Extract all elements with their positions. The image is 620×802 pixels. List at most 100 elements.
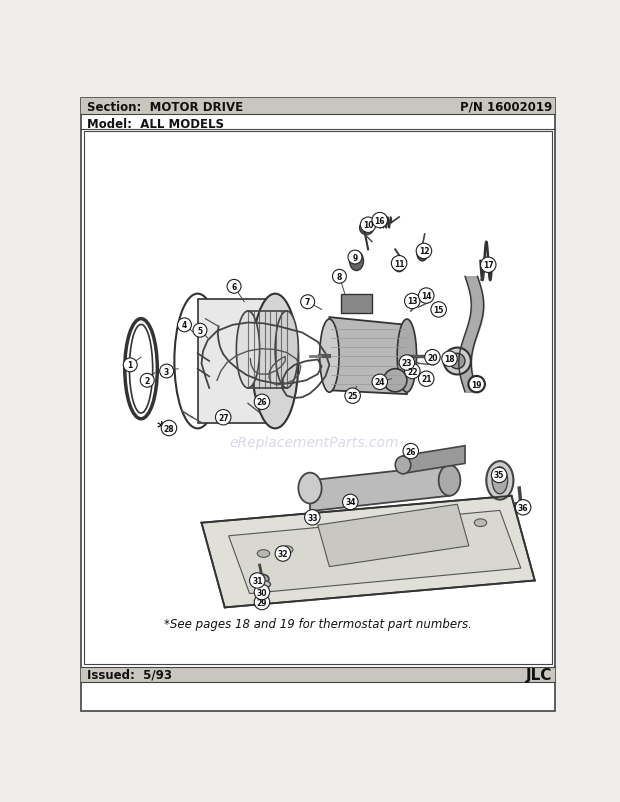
Text: 15: 15 xyxy=(433,306,444,314)
Text: 11: 11 xyxy=(394,259,404,269)
Circle shape xyxy=(348,251,362,265)
Circle shape xyxy=(404,294,420,310)
Circle shape xyxy=(140,374,154,387)
Bar xyxy=(341,294,372,314)
Circle shape xyxy=(254,594,270,610)
Text: 6: 6 xyxy=(231,282,237,291)
Circle shape xyxy=(301,295,315,310)
Text: 14: 14 xyxy=(421,292,432,301)
Ellipse shape xyxy=(254,581,270,589)
Circle shape xyxy=(469,377,484,392)
Circle shape xyxy=(160,365,174,379)
Polygon shape xyxy=(329,318,407,395)
Polygon shape xyxy=(229,511,521,593)
Text: 22: 22 xyxy=(407,367,417,376)
Circle shape xyxy=(418,371,434,387)
Text: 17: 17 xyxy=(483,261,494,270)
Circle shape xyxy=(425,350,440,366)
Ellipse shape xyxy=(397,320,417,393)
Text: 13: 13 xyxy=(407,297,417,306)
Text: 9: 9 xyxy=(352,253,358,262)
Circle shape xyxy=(480,257,496,273)
Text: Section:  MOTOR DRIVE: Section: MOTOR DRIVE xyxy=(87,100,243,114)
Text: 1: 1 xyxy=(128,361,133,370)
Circle shape xyxy=(342,495,358,510)
Text: 35: 35 xyxy=(494,471,504,480)
Text: 21: 21 xyxy=(421,375,432,383)
Text: P/N 16002019: P/N 16002019 xyxy=(459,100,552,114)
Text: 3: 3 xyxy=(164,367,169,376)
Ellipse shape xyxy=(444,348,471,375)
Circle shape xyxy=(403,444,418,460)
Ellipse shape xyxy=(255,574,269,584)
Circle shape xyxy=(161,421,177,436)
Circle shape xyxy=(177,318,192,332)
Circle shape xyxy=(372,375,388,390)
Text: 33: 33 xyxy=(307,513,317,522)
Circle shape xyxy=(193,324,207,338)
Ellipse shape xyxy=(280,546,293,554)
Text: 5: 5 xyxy=(197,326,203,335)
Circle shape xyxy=(418,289,434,304)
Text: 27: 27 xyxy=(218,413,229,422)
Text: 16: 16 xyxy=(374,217,385,225)
Ellipse shape xyxy=(417,246,428,261)
Circle shape xyxy=(416,244,432,259)
Ellipse shape xyxy=(474,519,487,527)
Ellipse shape xyxy=(486,461,513,500)
Ellipse shape xyxy=(393,258,405,273)
Text: Model:  ALL MODELS: Model: ALL MODELS xyxy=(87,117,224,131)
Circle shape xyxy=(254,395,270,410)
Circle shape xyxy=(227,280,241,294)
Circle shape xyxy=(431,302,446,318)
Circle shape xyxy=(345,388,360,404)
Circle shape xyxy=(491,468,507,483)
Text: 36: 36 xyxy=(518,503,528,512)
Text: *See pages 18 and 19 for thermostat part numbers.: *See pages 18 and 19 for thermostat part… xyxy=(164,618,472,630)
Ellipse shape xyxy=(468,376,485,393)
Text: JLC: JLC xyxy=(525,667,552,682)
Circle shape xyxy=(304,510,320,525)
Circle shape xyxy=(216,410,231,425)
Ellipse shape xyxy=(257,550,270,557)
Ellipse shape xyxy=(396,456,410,474)
Circle shape xyxy=(441,351,458,367)
Circle shape xyxy=(404,364,420,379)
Ellipse shape xyxy=(450,354,465,369)
Text: 7: 7 xyxy=(305,298,311,307)
Text: 24: 24 xyxy=(374,378,385,387)
Circle shape xyxy=(332,270,347,284)
Text: 25: 25 xyxy=(347,391,358,401)
Circle shape xyxy=(123,358,137,372)
Polygon shape xyxy=(310,465,450,512)
Text: 8: 8 xyxy=(337,273,342,282)
Ellipse shape xyxy=(492,468,508,494)
Polygon shape xyxy=(317,504,469,567)
Text: 12: 12 xyxy=(418,247,429,256)
Text: 31: 31 xyxy=(252,577,262,585)
Ellipse shape xyxy=(275,311,298,388)
Circle shape xyxy=(360,221,373,236)
Circle shape xyxy=(372,213,388,229)
Text: *: * xyxy=(156,419,166,437)
Circle shape xyxy=(515,500,531,516)
Ellipse shape xyxy=(350,252,363,271)
Text: 23: 23 xyxy=(402,358,412,367)
Text: 34: 34 xyxy=(345,498,355,507)
Polygon shape xyxy=(403,446,465,474)
Text: 32: 32 xyxy=(278,549,288,558)
Text: 2: 2 xyxy=(144,376,150,385)
Circle shape xyxy=(249,573,265,589)
Text: 26: 26 xyxy=(257,398,267,407)
Ellipse shape xyxy=(236,311,260,388)
Text: 30: 30 xyxy=(257,588,267,597)
Text: 28: 28 xyxy=(164,424,174,433)
Circle shape xyxy=(391,256,407,272)
Bar xyxy=(198,300,275,423)
Ellipse shape xyxy=(252,294,298,429)
Ellipse shape xyxy=(439,465,460,496)
Bar xyxy=(81,667,555,683)
Text: Issued:  5/93: Issued: 5/93 xyxy=(87,668,172,681)
Circle shape xyxy=(360,218,376,233)
Text: 19: 19 xyxy=(471,380,482,389)
